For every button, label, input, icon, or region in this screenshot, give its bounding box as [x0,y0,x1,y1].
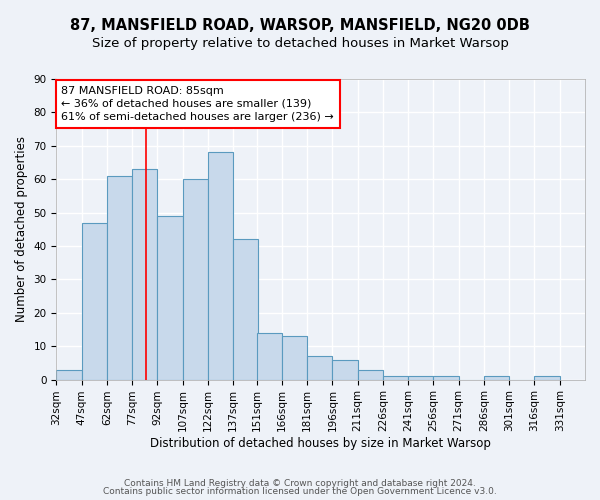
Bar [307,356,332,380]
Bar [358,370,383,380]
Text: Contains public sector information licensed under the Open Government Licence v3: Contains public sector information licen… [103,487,497,496]
Bar [535,376,560,380]
Bar [107,176,132,380]
Bar [132,169,157,380]
Bar [282,336,307,380]
Bar [157,216,182,380]
Text: Contains HM Land Registry data © Crown copyright and database right 2024.: Contains HM Land Registry data © Crown c… [124,478,476,488]
Bar [182,179,208,380]
Text: 87 MANSFIELD ROAD: 85sqm
← 36% of detached houses are smaller (139)
61% of semi-: 87 MANSFIELD ROAD: 85sqm ← 36% of detach… [61,86,334,122]
Bar [82,222,107,380]
Bar [484,376,509,380]
X-axis label: Distribution of detached houses by size in Market Warsop: Distribution of detached houses by size … [150,437,491,450]
Bar [56,370,82,380]
Bar [332,360,358,380]
Bar [383,376,408,380]
Y-axis label: Number of detached properties: Number of detached properties [15,136,28,322]
Text: Size of property relative to detached houses in Market Warsop: Size of property relative to detached ho… [92,38,508,51]
Bar [233,240,259,380]
Bar [433,376,459,380]
Bar [408,376,433,380]
Text: 87, MANSFIELD ROAD, WARSOP, MANSFIELD, NG20 0DB: 87, MANSFIELD ROAD, WARSOP, MANSFIELD, N… [70,18,530,32]
Bar [208,152,233,380]
Bar [257,333,282,380]
